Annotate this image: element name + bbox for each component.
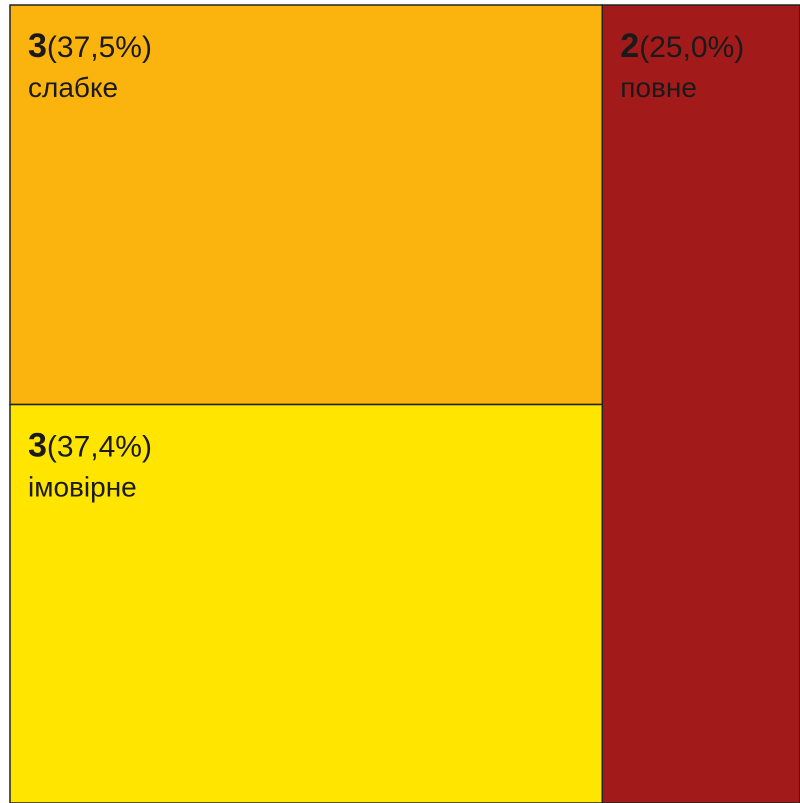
cell-value-label: 2(25,0%) (620, 27, 744, 65)
treemap-cell (9, 4, 604, 406)
cell-share: (37,4%) (47, 431, 152, 464)
cell-count: 3 (28, 27, 47, 65)
cell-category: повне (620, 72, 697, 103)
cell-share: (25,0%) (639, 31, 744, 64)
cell-category: слабке (28, 72, 118, 103)
cell-category: імовірне (28, 472, 137, 503)
cell-value-label: 3(37,5%) (28, 27, 152, 65)
cell-count: 3 (28, 427, 47, 465)
cell-count: 2 (620, 27, 639, 65)
cell-share: (37,5%) (47, 31, 152, 64)
treemap-cell (9, 403, 604, 803)
treemap-cell (601, 4, 800, 803)
cell-value-label: 3(37,4%) (28, 427, 152, 465)
